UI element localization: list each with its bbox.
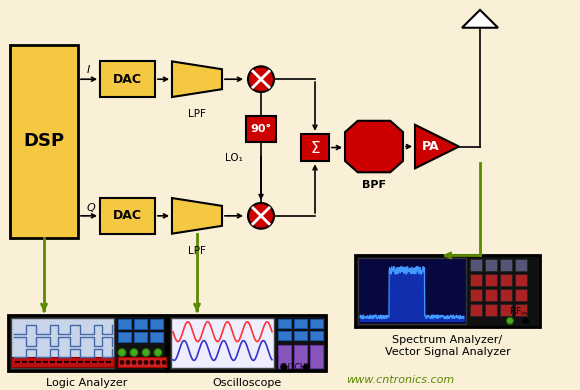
Circle shape: [248, 203, 274, 229]
Bar: [301, 134, 329, 161]
Circle shape: [130, 349, 138, 356]
Text: DAC: DAC: [113, 209, 142, 222]
Bar: [500, 259, 512, 271]
Bar: [171, 318, 274, 368]
Text: 90°: 90°: [251, 124, 271, 134]
Circle shape: [132, 360, 136, 364]
Bar: [100, 198, 155, 234]
Bar: [485, 304, 497, 316]
Circle shape: [138, 360, 142, 364]
Circle shape: [281, 364, 287, 370]
Polygon shape: [172, 61, 222, 97]
Text: PA: PA: [422, 140, 440, 153]
Circle shape: [144, 360, 148, 364]
Text: Spectrum Analyzer/: Spectrum Analyzer/: [393, 335, 502, 345]
Text: Logic Analyzer: Logic Analyzer: [46, 378, 128, 388]
Bar: [294, 331, 307, 340]
Bar: [278, 345, 291, 368]
Bar: [500, 304, 512, 316]
Circle shape: [162, 360, 166, 364]
Text: www.cntronics.com: www.cntronics.com: [346, 375, 454, 385]
Text: $\Sigma$: $\Sigma$: [310, 140, 320, 156]
Bar: [8, 315, 166, 371]
Bar: [278, 319, 291, 328]
Bar: [310, 345, 323, 368]
Circle shape: [156, 360, 160, 364]
Bar: [470, 259, 482, 271]
Bar: [515, 259, 527, 271]
Bar: [515, 289, 527, 301]
Circle shape: [118, 349, 126, 356]
Bar: [118, 358, 166, 367]
Bar: [294, 345, 307, 368]
Circle shape: [154, 349, 162, 356]
Bar: [10, 44, 78, 238]
Text: DAC: DAC: [113, 73, 142, 86]
Text: Q: Q: [87, 203, 96, 213]
Text: LPF: LPF: [188, 109, 206, 119]
Polygon shape: [462, 10, 498, 28]
Bar: [11, 318, 114, 368]
Circle shape: [248, 66, 274, 92]
Bar: [100, 61, 155, 97]
Bar: [515, 304, 527, 316]
Bar: [150, 332, 163, 342]
Circle shape: [126, 360, 130, 364]
Bar: [355, 255, 540, 327]
Text: DSP: DSP: [23, 132, 64, 150]
Bar: [118, 332, 131, 342]
Bar: [500, 274, 512, 286]
Circle shape: [120, 360, 124, 364]
Polygon shape: [172, 198, 222, 234]
Bar: [470, 289, 482, 301]
Bar: [500, 289, 512, 301]
Bar: [485, 289, 497, 301]
Circle shape: [303, 364, 309, 370]
Circle shape: [523, 317, 530, 324]
Polygon shape: [415, 125, 459, 168]
Bar: [485, 274, 497, 286]
Bar: [278, 331, 291, 340]
Text: LO₁: LO₁: [225, 153, 243, 163]
Text: I: I: [87, 65, 90, 75]
Circle shape: [142, 349, 150, 356]
Bar: [294, 319, 307, 328]
Bar: [358, 259, 466, 324]
Text: Oscilloscope: Oscilloscope: [212, 378, 282, 388]
Text: CH1CH2: CH1CH2: [280, 363, 311, 372]
Bar: [134, 319, 147, 329]
Bar: [118, 319, 131, 329]
Bar: [246, 116, 276, 142]
Polygon shape: [345, 121, 403, 172]
Bar: [515, 274, 527, 286]
Bar: [134, 332, 147, 342]
Circle shape: [150, 360, 154, 364]
Circle shape: [506, 317, 513, 324]
Bar: [470, 304, 482, 316]
Bar: [168, 315, 326, 371]
Text: RF$_{\rm in}$: RF$_{\rm in}$: [509, 306, 527, 318]
Text: Vector Signal Analyzer: Vector Signal Analyzer: [385, 347, 510, 356]
Text: LPF: LPF: [188, 246, 206, 255]
Bar: [150, 319, 163, 329]
Bar: [470, 274, 482, 286]
Text: BPF: BPF: [362, 180, 386, 190]
Bar: [310, 319, 323, 328]
Bar: [310, 331, 323, 340]
Bar: [11, 358, 114, 367]
Bar: [485, 259, 497, 271]
